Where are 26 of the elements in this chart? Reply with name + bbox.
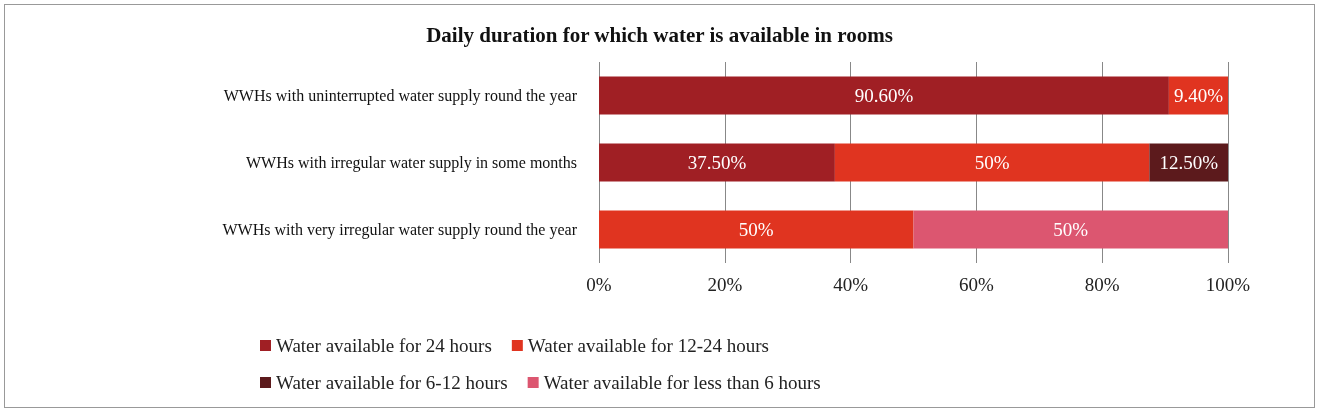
x-tick-label: 80% [1084, 274, 1120, 295]
data-label: 50% [1053, 219, 1089, 240]
bar [913, 210, 1228, 249]
y-tick-label: WWHs with uninterrupted water supply round the year [223, 87, 578, 105]
data-label: 90.60% [854, 85, 914, 106]
data-label: 37.50% [687, 152, 747, 173]
x-tick-label: 0% [586, 274, 612, 295]
bar [599, 210, 914, 249]
legend-label: Water available for less than 6 hours [543, 372, 821, 393]
legend-label: Water available for 12-24 hours [527, 335, 769, 356]
bar [599, 76, 1169, 115]
legend-label: Water available for 24 hours [276, 335, 492, 356]
bar [599, 143, 835, 182]
chart-title: Daily duration for which water is available in rooms [426, 22, 893, 47]
data-label: 9.40% [1173, 85, 1224, 106]
x-tick-label: 60% [958, 274, 994, 295]
x-tick-label: 40% [833, 274, 869, 295]
legend-label: Water available for 6-12 hours [276, 372, 508, 393]
data-label: 50% [738, 219, 774, 240]
x-tick-label: 100% [1205, 274, 1251, 295]
y-tick-label: WWHs with irregular water supply in some months [245, 154, 577, 172]
data-label: 50% [974, 152, 1010, 173]
x-tick-label: 20% [707, 274, 743, 295]
bar [834, 143, 1150, 182]
data-label: 12.50% [1159, 152, 1219, 173]
y-tick-label: WWHs with very irregular water supply round the year [222, 221, 578, 239]
